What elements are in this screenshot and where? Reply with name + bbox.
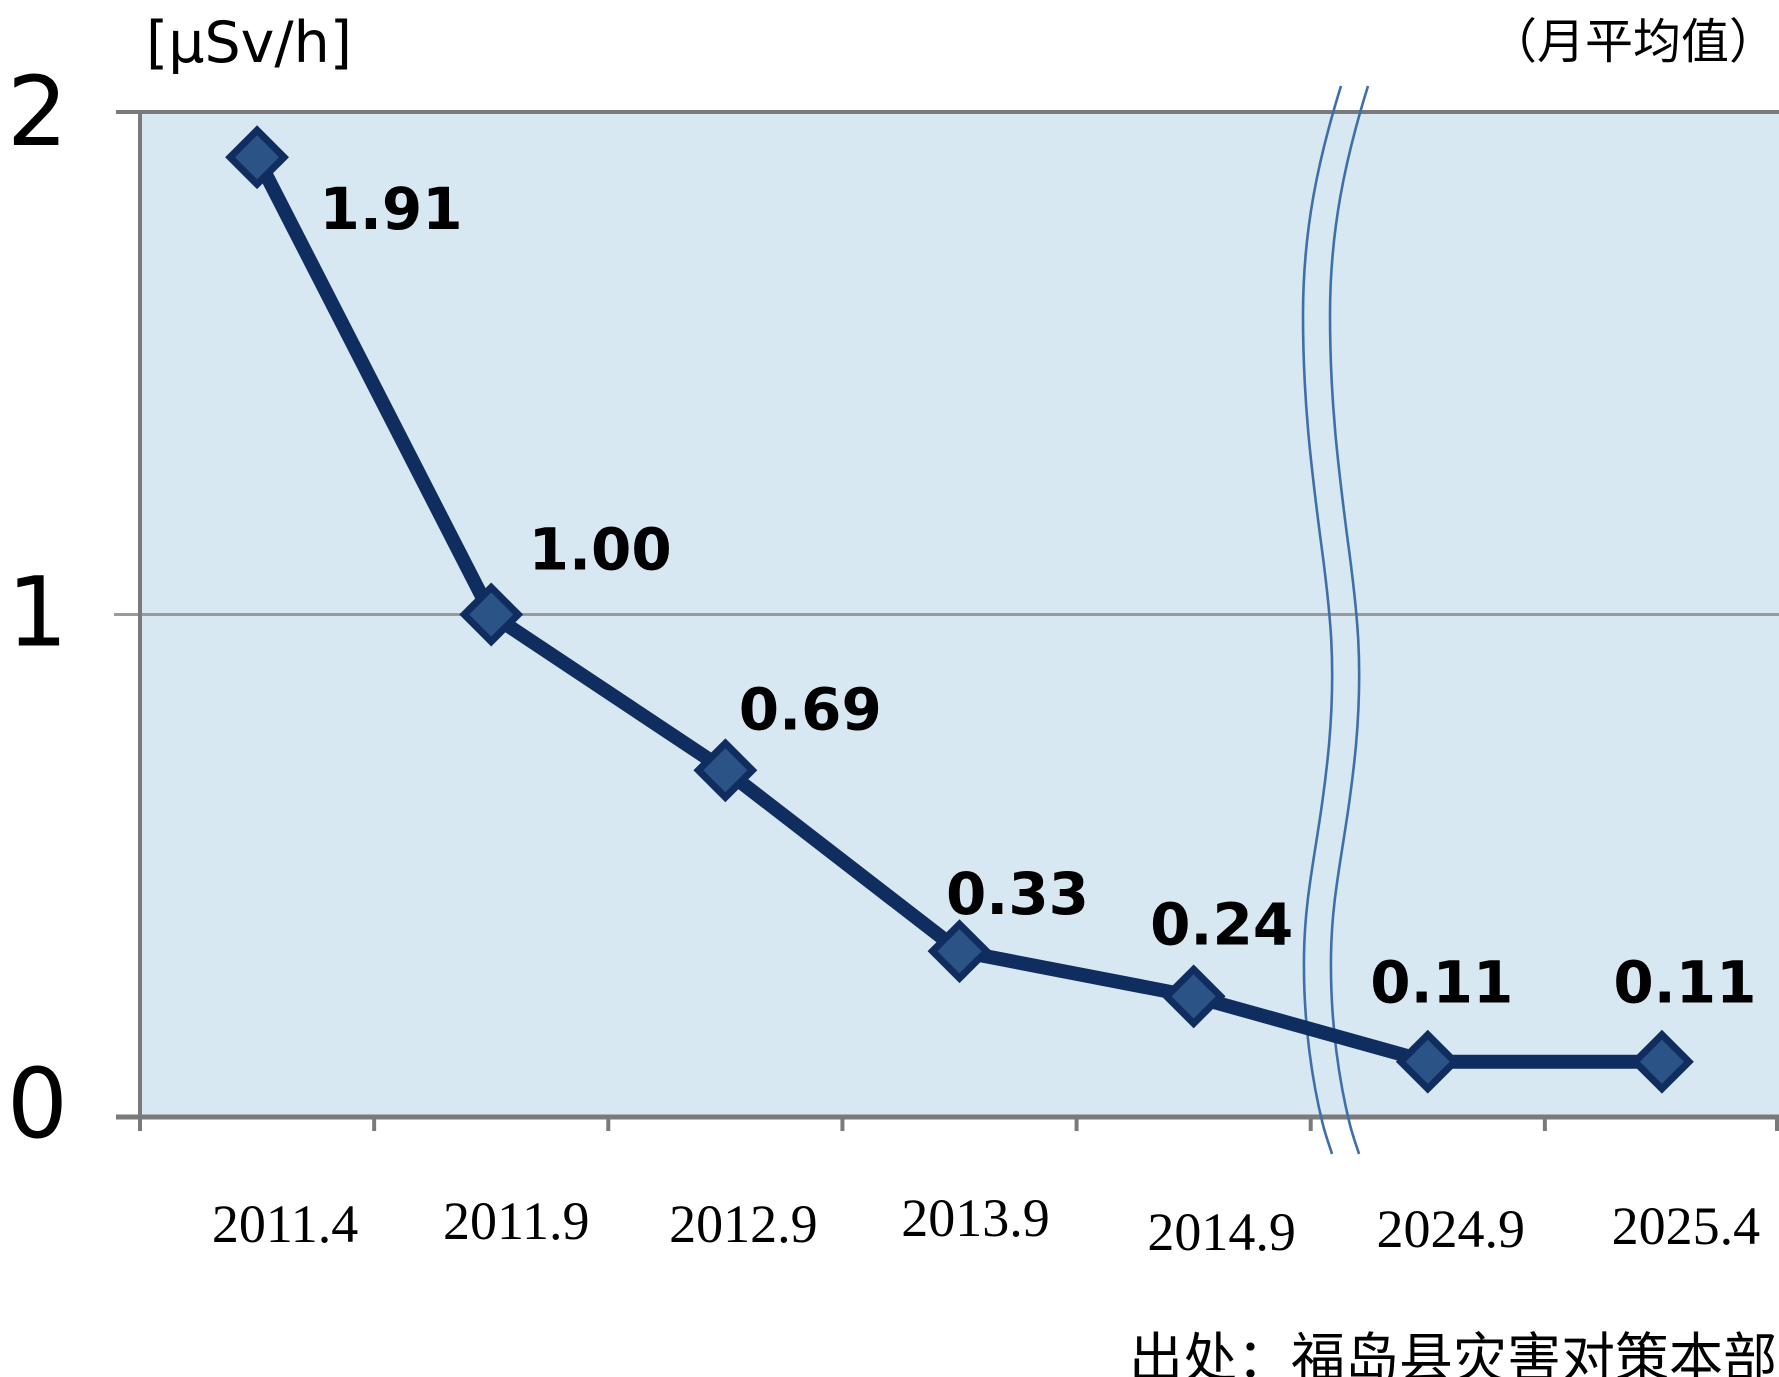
y-axis-unit-label: [μSv/h] bbox=[146, 10, 352, 76]
y-axis-label: 2 bbox=[7, 56, 68, 168]
data-point-marker bbox=[927, 919, 992, 984]
x-axis-label: 2014.9 bbox=[1147, 1202, 1296, 1262]
axis-break-wave-left bbox=[1301, 85, 1343, 1155]
data-value-label: 0.69 bbox=[739, 675, 882, 743]
y-axis-label: 0 bbox=[7, 1048, 68, 1160]
data-value-label: 0.24 bbox=[1150, 890, 1293, 958]
data-value-label: 1.00 bbox=[529, 516, 672, 584]
axis-break-wave-right bbox=[1328, 85, 1370, 1155]
data-value-label: 1.91 bbox=[320, 175, 463, 243]
x-axis-label: 2011.4 bbox=[212, 1194, 359, 1254]
x-axis-label: 2011.9 bbox=[443, 1191, 590, 1251]
x-axis-label: 2025.4 bbox=[1612, 1196, 1761, 1256]
y-axis-label: 1 bbox=[7, 557, 68, 669]
data-point-marker bbox=[1161, 964, 1226, 1029]
x-axis-label: 2024.9 bbox=[1377, 1199, 1526, 1259]
data-point-marker bbox=[693, 738, 758, 803]
chart-title: （月平均值） bbox=[1488, 16, 1777, 69]
data-value-label: 0.11 bbox=[1613, 949, 1756, 1017]
data-point-marker bbox=[225, 125, 290, 190]
data-point-marker bbox=[459, 582, 524, 647]
data-value-label: 0.11 bbox=[1370, 949, 1513, 1017]
x-axis-label: 2012.9 bbox=[669, 1194, 818, 1254]
data-point-marker bbox=[1629, 1029, 1694, 1094]
x-axis-label: 2013.9 bbox=[901, 1188, 1050, 1248]
source-attribution: 出处：福岛县灾害对策本部 bbox=[1129, 1329, 1777, 1377]
data-point-marker bbox=[1395, 1029, 1460, 1094]
data-value-label: 0.33 bbox=[946, 860, 1089, 928]
